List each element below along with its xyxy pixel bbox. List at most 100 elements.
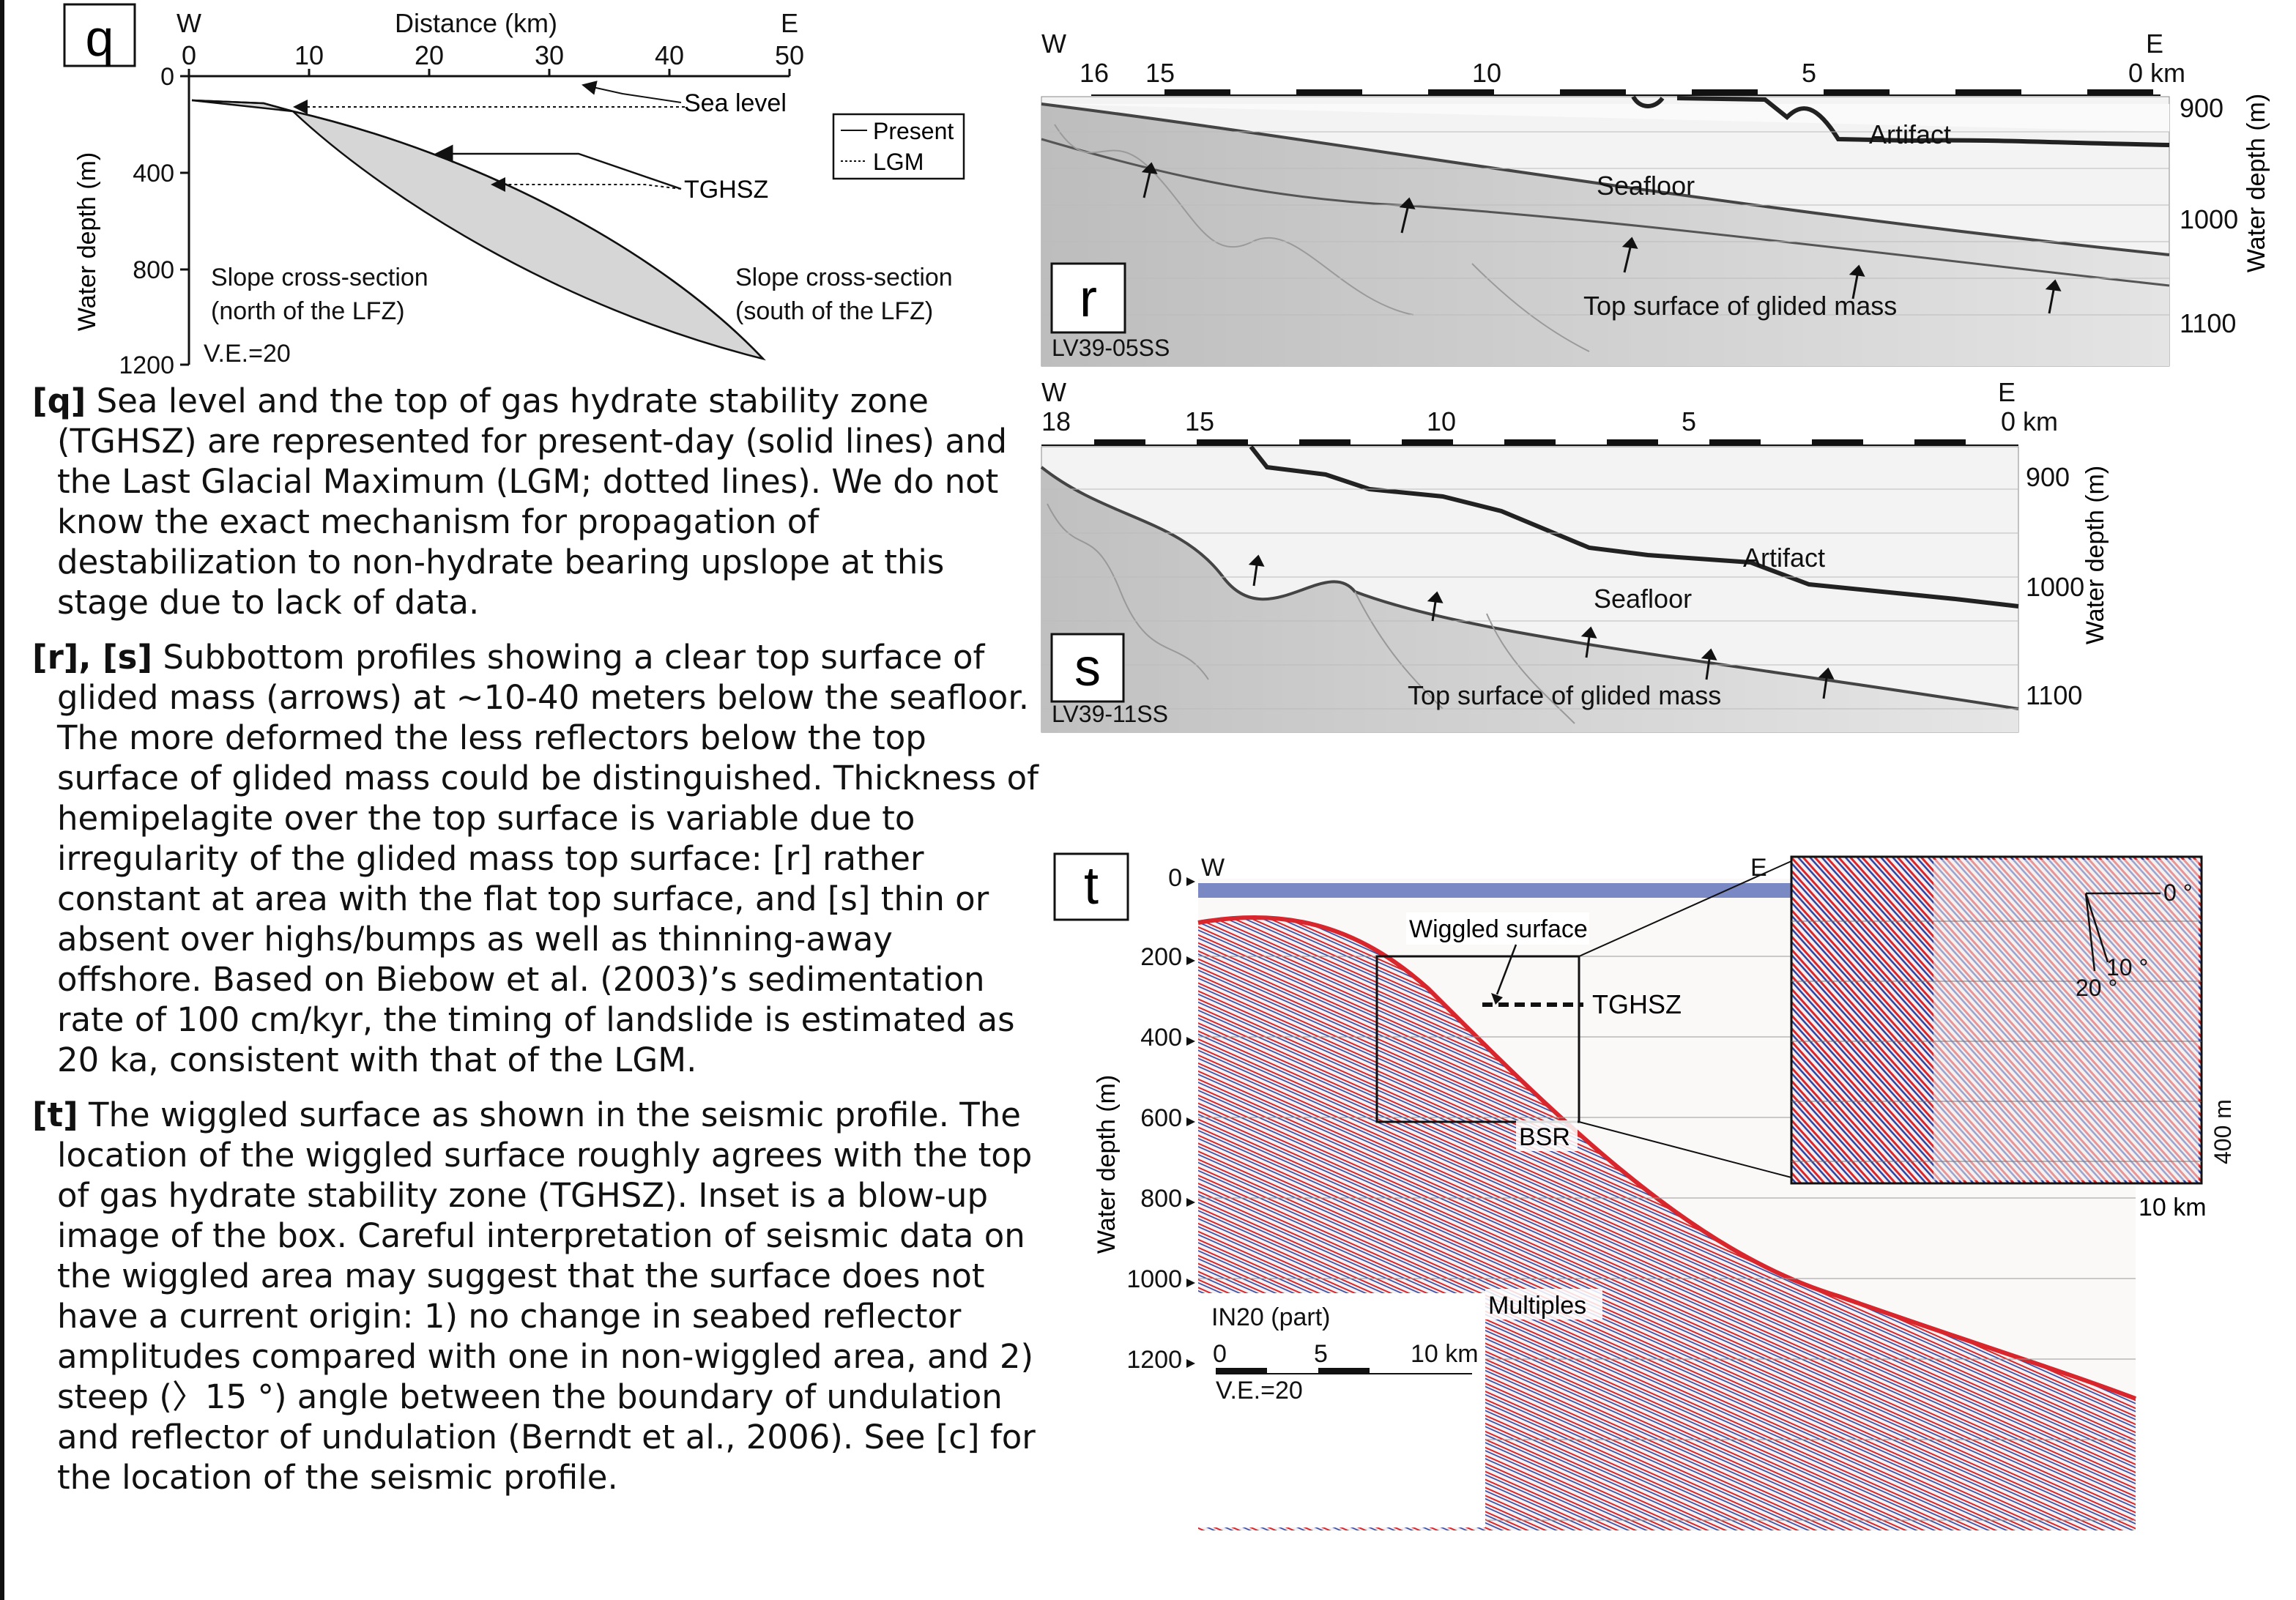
- glided-surface-reflector: [1041, 138, 2170, 287]
- line-name-label: IN20 (part): [1211, 1303, 1331, 1331]
- panel-t-letter: t: [1084, 857, 1099, 915]
- seafloor-reflector: [1197, 915, 2137, 1401]
- tghsz-label: TGHSZ: [1592, 989, 1682, 1019]
- sediment-body: [1041, 104, 2169, 366]
- glided-mass-label: Top surface of glided mass: [1583, 291, 1897, 321]
- scale-tick: 0: [1213, 1340, 1227, 1368]
- km-tick: 10: [1472, 58, 1501, 88]
- seafloor-label: Seafloor: [1594, 584, 1692, 614]
- y-tick-label: 0: [160, 63, 174, 91]
- seafloor-reflector: [1040, 466, 2019, 710]
- caption-tag: [t]: [32, 1095, 78, 1134]
- y-axis-title: Water depth (m): [1093, 1075, 1121, 1254]
- caption-text: Subbottom profiles showing a clear top s…: [57, 638, 1039, 1079]
- depth-tick: 1000: [2180, 204, 2238, 234]
- profile-name: LV39-11SS: [1052, 701, 1168, 727]
- scale-tick: 5: [1314, 1340, 1328, 1368]
- depth-axis-title: Water depth (m): [2081, 466, 2109, 644]
- artifact-trace: [1631, 95, 2170, 147]
- zoom-box: [1375, 955, 1580, 1123]
- y-tick: 1200: [1126, 1346, 1182, 1374]
- km-tick: 5: [1802, 58, 1816, 88]
- km-tick: 5: [1682, 406, 1696, 436]
- tghsz-label: TGHSZ: [684, 176, 768, 204]
- caption-tag: [r], [s]: [32, 638, 153, 677]
- south-label-line2: (south of the LFZ): [735, 297, 933, 325]
- south-label-line1: Slope cross-section: [735, 264, 953, 291]
- bsr-label: BSR: [1519, 1123, 1570, 1151]
- panel-r-subbottom-profile: W E 16 15 10 5 0 km Artifact Seafloor To…: [1041, 29, 2270, 367]
- seafloor-label: Seafloor: [1597, 171, 1695, 201]
- water-column: [1041, 104, 2169, 132]
- glided-mass-label: Top surface of glided mass: [1408, 680, 1721, 710]
- caption-rs: [r], [s] Subbottom profiles showing a cl…: [32, 637, 1043, 1080]
- caption-t: [t] The wiggled surface as shown in the …: [32, 1095, 1043, 1497]
- subsurface-texture: [1054, 124, 1590, 352]
- seafloor-reflector: [1041, 103, 2170, 256]
- depth-tick: 900: [2180, 93, 2223, 123]
- km-tick: 18: [1041, 406, 1071, 436]
- inset-400m-label: 400 m: [2210, 1099, 2236, 1164]
- legend-lgm: LGM: [873, 149, 924, 175]
- y-tick: 1000: [1126, 1265, 1182, 1293]
- km-tick: 16: [1080, 58, 1109, 88]
- panel-q-cross-section: q 0 10 20 30 40 50 W E Distance (km) 0 4…: [63, 3, 965, 379]
- west-label: W: [1201, 854, 1225, 882]
- west-label: W: [1041, 377, 1066, 407]
- seafloor-line: [191, 99, 764, 360]
- x-tick-label: 10: [294, 40, 324, 70]
- sediment-body: [1041, 467, 2018, 732]
- x-tick-label: 0: [182, 40, 196, 70]
- panel-q-letter: q: [86, 10, 114, 67]
- angle-10-label: 10 °: [2106, 954, 2148, 981]
- x-tick-label: 30: [535, 40, 564, 70]
- multiples-label: Multiples: [1488, 1292, 1586, 1320]
- panel-t-seismic-profile: t 0 ° 10 ° 20 ° 400 m W E Wiggled surfac…: [1053, 852, 2236, 1530]
- east-label: E: [781, 8, 798, 38]
- y-tick: 200: [1140, 943, 1182, 971]
- ve-label: V.E.=20: [204, 340, 291, 368]
- depth-axis-title: Water depth (m): [2243, 94, 2270, 272]
- north-label-line2: (north of the LFZ): [211, 297, 405, 325]
- artifact-trace: [1249, 445, 2019, 609]
- wiggled-surface-label: Wiggled surface: [1409, 915, 1588, 943]
- y-tick-label: 1200: [119, 351, 174, 379]
- km-tick: 15: [1145, 58, 1175, 88]
- panel-r-letter: r: [1080, 269, 1097, 328]
- angle-20-label: 20 °: [2076, 975, 2117, 1001]
- figure-caption: [q] Sea level and the top of gas hydrate…: [32, 381, 1043, 1512]
- scale-tick: 10 km: [1411, 1340, 1479, 1368]
- sea-level-label: Sea level: [684, 89, 787, 117]
- depth-tick: 900: [2026, 462, 2070, 492]
- y-axis-title: Water depth (m): [73, 152, 101, 331]
- y-tick: 800: [1140, 1185, 1182, 1213]
- north-label-line1: Slope cross-section: [211, 264, 428, 291]
- km-tick: 15: [1185, 406, 1214, 436]
- km-tick: 0 km: [2128, 58, 2185, 88]
- east-label: E: [1998, 377, 2015, 407]
- km-tick: 0 km: [2001, 406, 2058, 436]
- artifact-label: Artifact: [1743, 543, 1825, 573]
- y-tick-label: 800: [133, 256, 174, 284]
- legend-present: Present: [873, 118, 954, 144]
- seabed-band: [1198, 883, 1960, 898]
- km10-label: 10 km: [2139, 1194, 2207, 1221]
- caption-tag: [q]: [32, 382, 86, 420]
- profile-name: LV39-05SS: [1052, 335, 1170, 361]
- west-label: W: [1041, 29, 1066, 59]
- artifact-label: Artifact: [1869, 119, 1951, 149]
- caption-text: Sea level and the top of gas hydrate sta…: [57, 382, 1008, 622]
- y-tick: 400: [1140, 1024, 1182, 1052]
- depth-tick: 1100: [2180, 308, 2236, 338]
- east-label: E: [2146, 29, 2163, 59]
- west-label: W: [177, 8, 201, 38]
- angle-0-label: 0 °: [2163, 879, 2192, 906]
- y-tick: 600: [1140, 1104, 1182, 1132]
- y-tick: 0: [1168, 864, 1182, 892]
- x-tick-label: 20: [415, 40, 444, 70]
- x-tick-label: 50: [775, 40, 804, 70]
- ve-label: V.E.=20: [1216, 1377, 1303, 1404]
- east-label: E: [1750, 854, 1767, 882]
- depth-tick: 1000: [2026, 572, 2084, 602]
- km-tick: 10: [1427, 406, 1456, 436]
